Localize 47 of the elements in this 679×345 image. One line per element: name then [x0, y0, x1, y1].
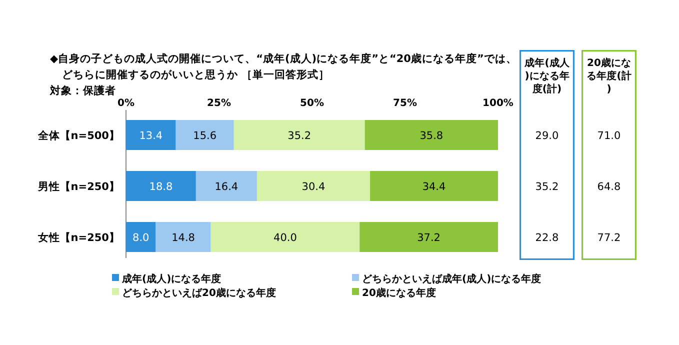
bar: [126, 222, 156, 252]
bar: [176, 120, 234, 150]
x-tick-label: 50%: [300, 98, 324, 109]
data-label: 8.0: [132, 232, 150, 244]
bar: [210, 222, 360, 252]
x-tick-label: 0%: [118, 98, 134, 109]
bar: [126, 120, 176, 150]
legend-label: 20歳になる年度: [362, 287, 436, 299]
text: 77.2: [597, 232, 621, 244]
y-tick-label: 女性【n=250】: [36, 231, 120, 244]
bar: [126, 171, 196, 201]
bar: [196, 171, 257, 201]
bar: [256, 171, 370, 201]
legend-label: 成年(成人)になる年度: [121, 273, 222, 285]
x-tick-label: 75%: [393, 98, 417, 109]
text: 対象：保護者: [49, 84, 116, 97]
x-tick-label: 100%: [482, 98, 514, 109]
data-label: 16.4: [214, 181, 238, 193]
y-tick-label: 全体【n=500】: [36, 129, 120, 142]
legend-label: どちらかといえば20歳になる年度: [122, 287, 276, 299]
text: 成年(成人)になる年度(計): [524, 57, 570, 95]
bar: [234, 120, 365, 150]
chart-subtitle: どちらに開催するのがいいと思うか ［単一回答形式］: [62, 68, 330, 81]
chart-title: ◆自身の子どもの成人式の開催について、“成年(成人)になる年度”と“20歳になる年度”では、: [50, 52, 517, 65]
data-label: 34.4: [422, 181, 446, 193]
text: 29.0: [535, 130, 559, 142]
data-label: 40.0: [274, 232, 297, 244]
data-label: 14.8: [172, 232, 195, 244]
bar: [156, 222, 211, 252]
text: 20歳になる年度(計): [586, 57, 632, 95]
text: 71.0: [597, 130, 621, 142]
text: 64.8: [597, 181, 621, 193]
bar: [360, 222, 498, 252]
data-label: 13.4: [139, 130, 163, 142]
x-tick-label: 25%: [207, 98, 231, 109]
text: 35.2: [535, 181, 559, 193]
data-label: 37.2: [417, 232, 441, 244]
data-label: 35.8: [420, 130, 444, 142]
legend-label: どちらかといえば成年(成人)になる年度: [362, 273, 542, 285]
text: 22.8: [535, 232, 559, 244]
bar: [370, 171, 498, 201]
data-label: 15.6: [193, 130, 217, 142]
y-tick-label: 男性【n=250】: [36, 180, 120, 193]
data-label: 18.8: [149, 181, 173, 193]
bar: [364, 120, 498, 150]
data-label: 35.2: [288, 130, 312, 142]
data-label: 30.4: [302, 181, 326, 193]
